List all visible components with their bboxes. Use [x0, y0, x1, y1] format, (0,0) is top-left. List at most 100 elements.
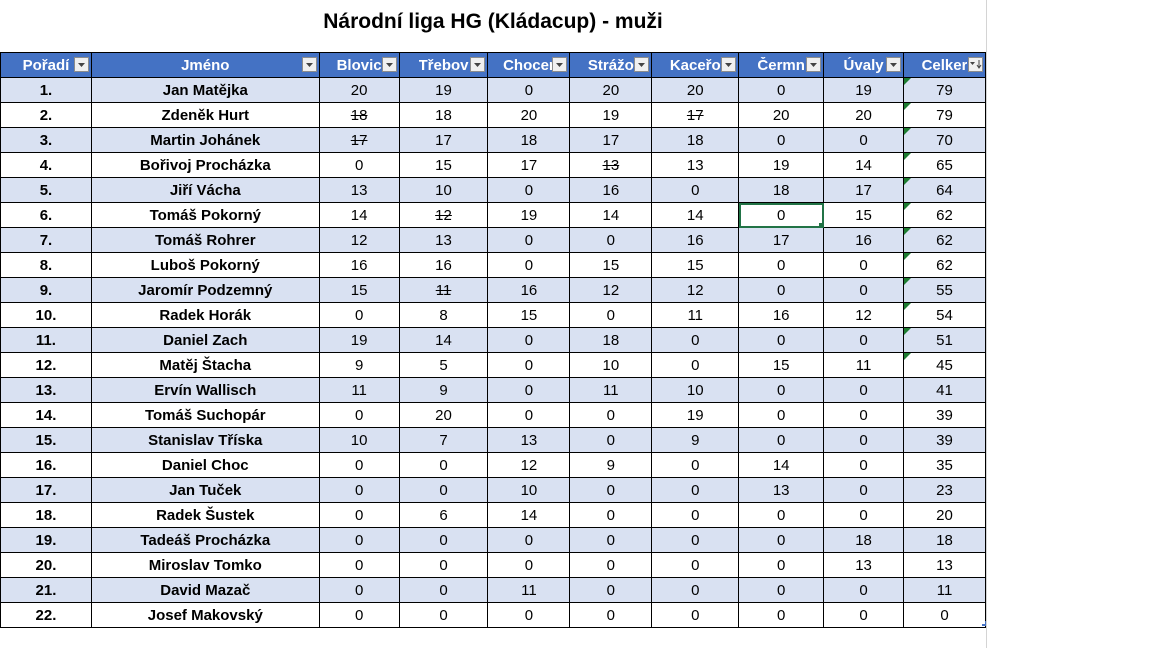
score-cell[interactable]: 0 — [318, 452, 400, 478]
score-cell[interactable]: 0 — [487, 552, 571, 578]
col-header-blovice[interactable]: Blovic — [318, 52, 400, 78]
score-cell[interactable]: 9 — [569, 452, 653, 478]
score-cell[interactable]: 9 — [398, 377, 489, 403]
total-cell[interactable]: 13 — [903, 552, 986, 578]
name-cell[interactable]: Daniel Zach — [90, 327, 320, 353]
score-cell[interactable]: 0 — [318, 302, 400, 328]
score-cell[interactable]: 11 — [318, 377, 400, 403]
score-cell[interactable]: 17 — [569, 127, 653, 153]
score-cell[interactable]: 0 — [569, 527, 653, 553]
score-cell[interactable]: 0 — [738, 377, 825, 403]
score-cell[interactable]: 15 — [318, 277, 400, 303]
score-cell[interactable]: 17 — [823, 177, 905, 203]
name-cell[interactable]: Matěj Štacha — [90, 352, 320, 378]
score-cell[interactable]: 0 — [738, 502, 825, 528]
score-cell[interactable]: 19 — [398, 77, 489, 103]
score-cell[interactable]: 11 — [823, 352, 905, 378]
score-cell[interactable]: 0 — [651, 602, 740, 628]
score-cell[interactable]: 0 — [823, 402, 905, 428]
score-cell[interactable]: 20 — [738, 102, 825, 128]
score-cell[interactable]: 15 — [823, 202, 905, 228]
name-cell[interactable]: Stanislav Tříska — [90, 427, 320, 453]
score-cell[interactable]: 16 — [823, 227, 905, 253]
score-cell[interactable]: 0 — [318, 602, 400, 628]
score-cell[interactable]: 0 — [487, 227, 571, 253]
filter-dropdown-icon[interactable] — [73, 57, 89, 72]
score-cell[interactable]: 18 — [398, 102, 489, 128]
score-cell[interactable]: 14 — [651, 202, 740, 228]
score-cell[interactable]: 14 — [487, 502, 571, 528]
score-cell[interactable]: 6 — [398, 502, 489, 528]
filter-dropdown-icon[interactable] — [806, 57, 822, 72]
score-cell[interactable]: 0 — [823, 377, 905, 403]
score-cell[interactable]: 18 — [738, 177, 825, 203]
total-cell[interactable]: 64 — [903, 177, 986, 203]
score-cell[interactable]: 0 — [569, 602, 653, 628]
total-cell[interactable]: 62 — [903, 227, 986, 253]
score-cell[interactable]: 16 — [738, 302, 825, 328]
score-cell[interactable]: 11 — [398, 277, 489, 303]
score-cell[interactable]: 15 — [398, 152, 489, 178]
score-cell[interactable]: 0 — [487, 527, 571, 553]
filter-dropdown-icon[interactable] — [721, 57, 737, 72]
name-cell[interactable]: Bořivoj Procházka — [90, 152, 320, 178]
score-cell[interactable]: 12 — [569, 277, 653, 303]
rank-cell[interactable]: 13. — [0, 377, 92, 403]
score-cell[interactable]: 9 — [651, 427, 740, 453]
filter-dropdown-icon[interactable] — [301, 57, 317, 72]
col-header-total[interactable]: Celker — [903, 52, 986, 78]
rank-cell[interactable]: 8. — [0, 252, 92, 278]
score-cell[interactable]: 0 — [487, 252, 571, 278]
score-cell[interactable]: 0 — [487, 352, 571, 378]
score-cell[interactable]: 14 — [823, 152, 905, 178]
rank-cell[interactable]: 22. — [0, 602, 92, 628]
score-cell[interactable]: 0 — [651, 352, 740, 378]
score-cell[interactable]: 18 — [651, 127, 740, 153]
score-cell[interactable]: 17 — [318, 127, 400, 153]
score-cell[interactable]: 14 — [318, 202, 400, 228]
score-cell[interactable]: 16 — [569, 177, 653, 203]
score-cell[interactable]: 0 — [738, 427, 825, 453]
score-cell[interactable]: 0 — [569, 402, 653, 428]
score-cell[interactable]: 16 — [398, 252, 489, 278]
col-header-chocen[interactable]: Chocer — [487, 52, 571, 78]
name-cell[interactable]: David Mazač — [90, 577, 320, 603]
filter-dropdown-icon[interactable] — [634, 57, 650, 72]
score-cell[interactable]: 0 — [398, 602, 489, 628]
score-cell[interactable]: 0 — [318, 152, 400, 178]
score-cell[interactable]: 0 — [823, 577, 905, 603]
rank-cell[interactable]: 1. — [0, 77, 92, 103]
score-cell[interactable]: 0 — [738, 252, 825, 278]
name-cell[interactable]: Luboš Pokorný — [90, 252, 320, 278]
score-cell[interactable]: 0 — [651, 527, 740, 553]
score-cell[interactable]: 0 — [823, 127, 905, 153]
score-cell[interactable]: 0 — [738, 402, 825, 428]
score-cell[interactable]: 0 — [823, 252, 905, 278]
total-cell[interactable]: 11 — [903, 577, 986, 603]
score-cell[interactable]: 0 — [651, 452, 740, 478]
score-cell[interactable]: 20 — [651, 77, 740, 103]
name-cell[interactable]: Daniel Choc — [90, 452, 320, 478]
name-cell[interactable]: Tomáš Pokorný — [90, 202, 320, 228]
score-cell[interactable]: 17 — [487, 152, 571, 178]
score-cell[interactable]: 0 — [651, 477, 740, 503]
total-cell[interactable]: 51 — [903, 327, 986, 353]
name-cell[interactable]: Ervín Wallisch — [90, 377, 320, 403]
score-cell[interactable]: 0 — [569, 227, 653, 253]
total-cell[interactable]: 0 — [903, 602, 986, 628]
rank-cell[interactable]: 3. — [0, 127, 92, 153]
score-cell[interactable]: 18 — [569, 327, 653, 353]
score-cell[interactable]: 17 — [651, 102, 740, 128]
score-cell[interactable]: 0 — [738, 602, 825, 628]
score-cell[interactable]: 13 — [823, 552, 905, 578]
score-cell[interactable]: 0 — [487, 77, 571, 103]
score-cell[interactable]: 0 — [569, 477, 653, 503]
score-cell[interactable]: 0 — [318, 477, 400, 503]
score-cell[interactable]: 8 — [398, 302, 489, 328]
score-cell[interactable]: 18 — [318, 102, 400, 128]
score-cell[interactable]: 0 — [651, 577, 740, 603]
filter-dropdown-icon[interactable] — [552, 57, 568, 72]
col-header-rank[interactable]: Pořadí — [0, 52, 92, 78]
score-cell[interactable]: 12 — [651, 277, 740, 303]
score-cell[interactable]: 16 — [487, 277, 571, 303]
